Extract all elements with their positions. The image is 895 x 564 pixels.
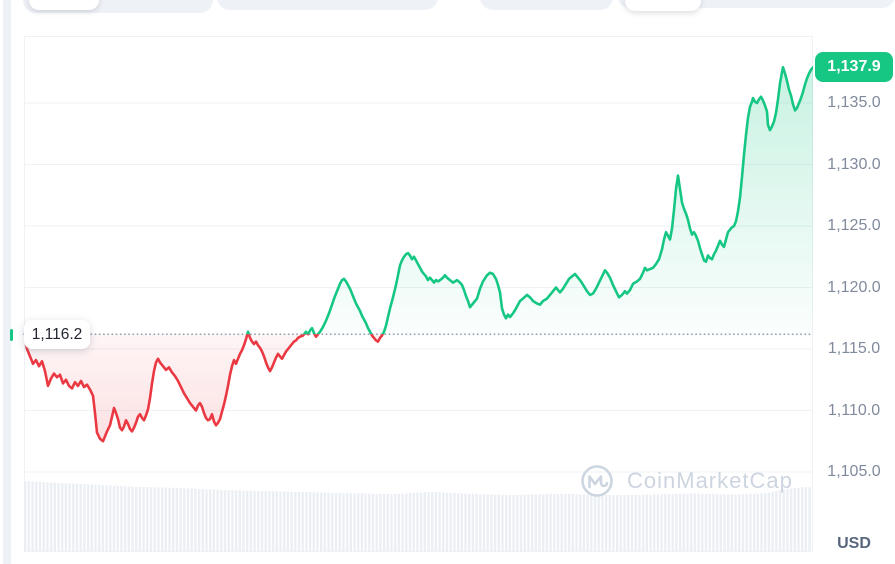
last-price-badge: 1,137.9 <box>815 52 893 82</box>
series-start-tick <box>10 329 13 341</box>
y-axis-tick: 1,130.0 <box>827 155 881 173</box>
toolbar-skeleton-group-2 <box>217 0 438 10</box>
y-axis-tick: 1,110.0 <box>827 401 881 419</box>
coinmarketcap-watermark: CoinMarketCap <box>581 465 793 497</box>
toolbar-skeleton-pill-2[interactable] <box>625 0 701 11</box>
y-axis-tick: 1,115.0 <box>827 340 881 357</box>
toolbar-skeleton-group-4 <box>617 0 895 8</box>
coinmarketcap-logo-icon <box>581 465 613 497</box>
baseline-price-label: 1,116.2 <box>24 320 90 349</box>
toolbar-skeleton-group-3 <box>480 0 613 10</box>
y-axis-tick: 1,135.0 <box>827 94 881 111</box>
y-axis-tick: 1,105.0 <box>827 463 881 480</box>
left-edge-strip <box>3 0 11 564</box>
y-axis-tick: 1,125.0 <box>827 217 881 234</box>
watermark-text: CoinMarketCap <box>627 468 793 493</box>
y-axis-tick: 1,120.0 <box>827 278 881 296</box>
volume-bars <box>24 481 811 552</box>
price-line <box>24 66 813 443</box>
currency-label: USD <box>837 535 871 552</box>
y-axis: 1,135.0 1,130.0 1,125.0 1,120.0 1,115.0 1,110… <box>813 0 895 564</box>
price-area-fills <box>24 67 813 442</box>
toolbar-skeleton-pill-1[interactable] <box>29 0 99 10</box>
